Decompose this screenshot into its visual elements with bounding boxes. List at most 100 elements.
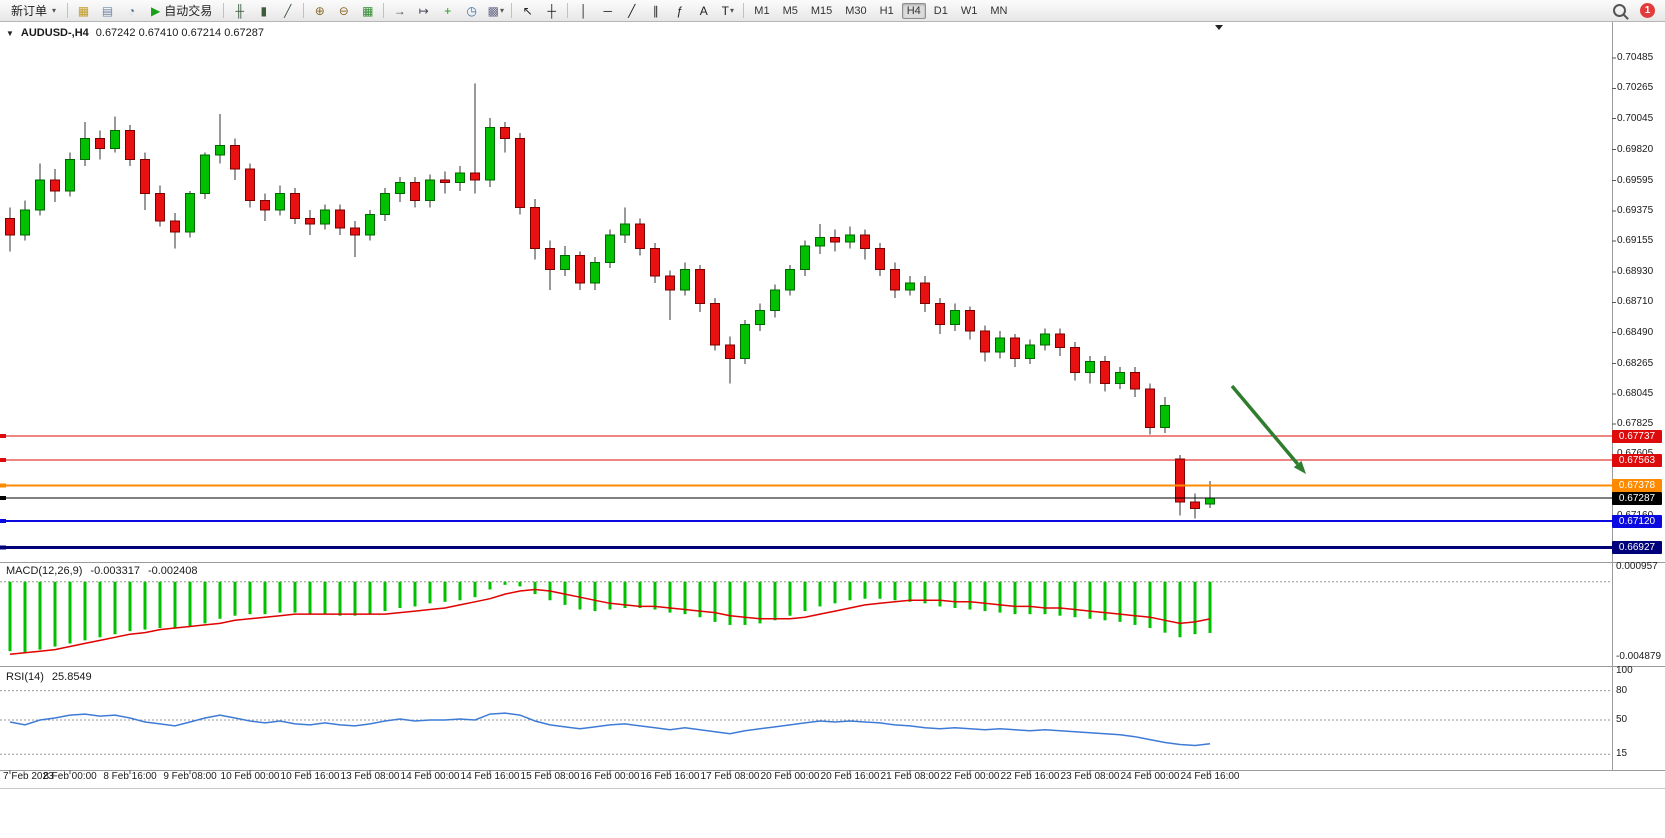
price-badge-0.67563: 0.67563 — [1612, 453, 1662, 467]
arrow-label-icon[interactable]: T ▾ — [716, 1, 739, 21]
indicators-icon[interactable]: + — [436, 1, 459, 21]
time-axis-label: 20 Feb 00:00 — [760, 771, 820, 782]
price-line-handle[interactable] — [0, 496, 6, 501]
new-order-button[interactable]: 新订单 ▾ — [4, 1, 63, 21]
macd-panel — [0, 581, 1612, 655]
bar-chart-icon[interactable]: ╫ — [228, 1, 251, 21]
auto-scroll-icon[interactable]: → — [388, 1, 411, 21]
line-chart-icon[interactable]: ╱ — [276, 1, 299, 21]
chart-window[interactable]: ▼ AUDUSD-,H4 0.67242 0.67410 0.67214 0.6… — [0, 22, 1665, 838]
price-line-handle[interactable] — [0, 434, 6, 439]
timeframe-button-m30[interactable]: M30 — [845, 4, 867, 17]
rsi-axis-label-80: 80 — [1616, 684, 1628, 696]
chart-collapse-icon[interactable]: ▼ — [6, 28, 14, 38]
horizontal-line-icon-glyph: ─ — [603, 3, 613, 18]
crosshair-icon[interactable]: ┼ — [540, 1, 563, 21]
price-line-handle[interactable] — [0, 519, 6, 524]
bar-chart-icon-glyph: ╫ — [235, 3, 245, 18]
price-line-handle[interactable] — [0, 483, 6, 488]
tile-windows-icon[interactable]: ▦ — [356, 1, 379, 21]
cursor-icon[interactable]: ↖ — [516, 1, 539, 21]
zoom-out-icon[interactable]: ⊖ — [332, 1, 355, 21]
candlestick-chart-icon[interactable]: ▮ — [252, 1, 275, 21]
macd-axis-max-label: 0.000957 — [1616, 561, 1658, 572]
ohlc-values-label: 0.67242 0.67410 0.67214 0.67287 — [95, 27, 264, 39]
timeframe-button-h4[interactable]: H4 — [901, 2, 926, 19]
autotrading-button-glyph: ▶ — [151, 3, 161, 18]
y-axis-tick-label: 0.69595 — [1617, 174, 1654, 186]
timeframe-button-h1[interactable]: H1 — [879, 4, 894, 17]
text-icon[interactable]: A — [692, 1, 715, 21]
zoom-in-icon-glyph: ⊕ — [314, 3, 325, 18]
timeframe-button-m1[interactable]: M1 — [754, 4, 770, 17]
time-axis-label: 20 Feb 16:00 — [820, 771, 880, 782]
autotrading-button-label: 自动交易 — [164, 4, 213, 18]
equidistant-channel-icon[interactable]: ∥ — [644, 1, 667, 21]
profiles-icon[interactable]: ▤ — [96, 1, 119, 21]
timeframe-button-m5[interactable]: M5 — [782, 4, 798, 17]
toolbar-separator — [743, 3, 745, 18]
y-axis-tick-label: 0.68265 — [1617, 357, 1654, 369]
templates-icon[interactable]: ▩ ▾ — [484, 1, 507, 21]
trendline-icon[interactable]: ╱ — [620, 1, 643, 21]
autotrading-button[interactable]: ▶ 自动交易 — [144, 1, 219, 21]
rsi-axis-label-100: 100 — [1616, 665, 1633, 676]
time-axis-label: 10 Feb 16:00 — [280, 771, 340, 782]
horizontal-price-lines[interactable] — [0, 434, 1612, 550]
new-chart-icon[interactable]: ▦ — [72, 1, 95, 21]
trend-arrow-annotation[interactable] — [1230, 384, 1306, 474]
price-line-handle[interactable] — [0, 545, 6, 550]
time-axis-label: 22 Feb 16:00 — [1000, 771, 1060, 782]
symbol-timeframe-label: AUDUSD-,H4 — [20, 27, 89, 39]
fibonacci-icon[interactable]: ƒ — [668, 1, 691, 21]
equidistant-channel-icon-glyph: ∥ — [652, 3, 659, 18]
notification-badge[interactable]: 1 — [1640, 3, 1655, 18]
y-axis-tick-label: 0.70265 — [1617, 82, 1654, 94]
time-axis-label: 8 Feb 16:00 — [103, 771, 157, 782]
time-axis-label: 16 Feb 16:00 — [640, 771, 700, 782]
rsi-axis-label-15: 15 — [1616, 748, 1628, 760]
y-axis-tick-label: 0.70045 — [1617, 112, 1654, 124]
time-axis-label: 24 Feb 16:00 — [1180, 771, 1240, 782]
search-icon[interactable] — [1608, 1, 1631, 21]
time-axis-label: 14 Feb 16:00 — [460, 771, 520, 782]
chart-canvas[interactable] — [0, 22, 1665, 838]
periods-icon[interactable]: ◷ — [460, 1, 483, 21]
chart-shift-icon[interactable]: ↦ — [412, 1, 435, 21]
horizontal-line-icon[interactable]: ─ — [596, 1, 619, 21]
toolbar-separator — [567, 3, 569, 18]
time-axis-label: 17 Feb 08:00 — [700, 771, 760, 782]
chart-title-bar: ▼ AUDUSD-,H4 0.67242 0.67410 0.67214 0.6… — [6, 27, 264, 39]
rsi-indicator-label: RSI(14) 25.8549 — [6, 671, 92, 683]
time-axis-label: 10 Feb 00:00 — [220, 771, 280, 782]
zoom-in-icon[interactable]: ⊕ — [308, 1, 331, 21]
time-axis-label: 9 Feb 08:00 — [163, 771, 217, 782]
y-axis-tick-label: 0.68490 — [1617, 326, 1654, 338]
y-axis-tick-label: 0.68045 — [1617, 387, 1654, 399]
macd-signal-line — [9, 588, 1211, 655]
text-icon-glyph: A — [699, 3, 708, 18]
toolbar-separator — [223, 3, 225, 18]
price-badge-0.67378: 0.67378 — [1612, 479, 1662, 493]
vertical-line-icon-glyph: │ — [580, 3, 588, 18]
timeframe-button-d1[interactable]: D1 — [933, 4, 948, 17]
timeframe-button-w1[interactable]: W1 — [960, 4, 978, 17]
price-line-handle[interactable] — [0, 458, 6, 463]
timeframe-button-mn[interactable]: MN — [990, 4, 1008, 17]
time-axis-label: 7 Feb 2023 — [3, 771, 54, 782]
macd-name-label: MACD(12,26,9) — [6, 565, 83, 577]
y-axis-tick-label: 0.69155 — [1617, 235, 1654, 247]
data-window-icon[interactable]: ◔ — [120, 1, 143, 21]
time-axis-label: 13 Feb 08:00 — [340, 771, 400, 782]
trendline-icon-glyph: ╱ — [628, 3, 636, 18]
macd-signal-value: -0.002408 — [147, 565, 198, 577]
candlestick-series — [5, 83, 1215, 519]
data-window-icon-glyph: ◔ — [127, 3, 136, 18]
time-axis-label: 21 Feb 08:00 — [880, 771, 940, 782]
timeframe-button-m15[interactable]: M15 — [810, 4, 833, 17]
y-axis-tick-label: 0.70485 — [1617, 52, 1654, 64]
toolbar-separator — [303, 3, 305, 18]
y-axis-tick-label: 0.67825 — [1617, 418, 1654, 430]
vertical-line-icon[interactable]: │ — [572, 1, 595, 21]
